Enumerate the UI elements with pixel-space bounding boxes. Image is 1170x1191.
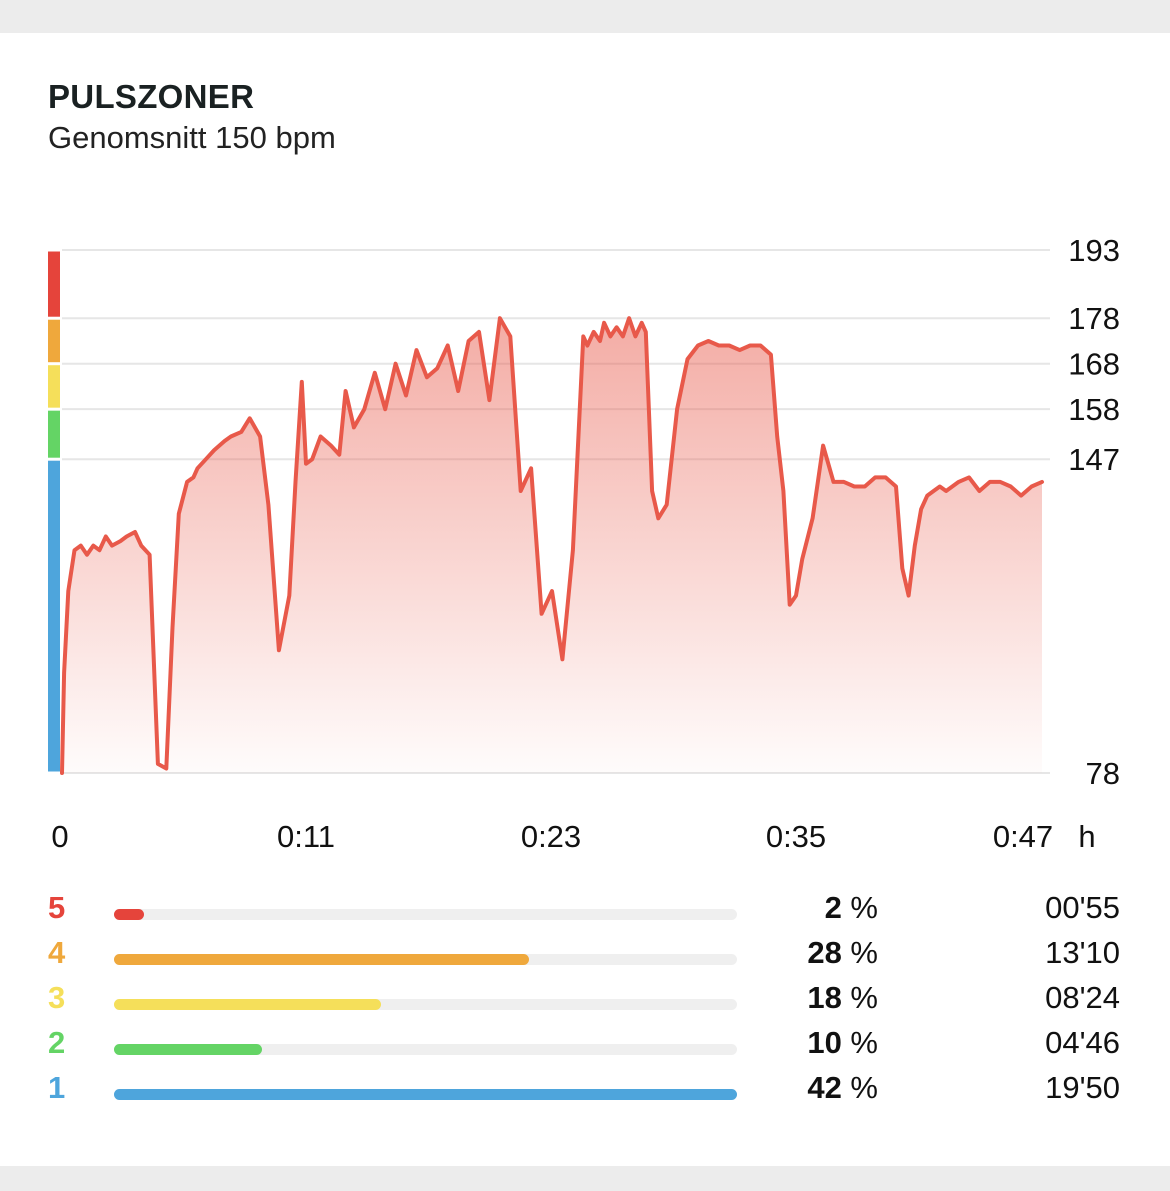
- zone-4-band: [48, 319, 60, 363]
- zone-percent: 28 %: [807, 935, 878, 970]
- top-separator: [0, 0, 1170, 33]
- zone-row-2: 2 10 % 04'46: [0, 1025, 1170, 1070]
- zone-bar-track: [114, 909, 737, 920]
- zone-duration: 04'46: [1045, 1025, 1120, 1060]
- zone-bar-track: [114, 999, 737, 1010]
- zone-2-band: [48, 410, 60, 458]
- x-tick-label: 0:23: [521, 819, 581, 854]
- zone-number: 1: [48, 1070, 66, 1105]
- area-layer: [60, 316, 1044, 775]
- y-tick-label: 193: [1068, 233, 1120, 268]
- heart-rate-area: [62, 318, 1042, 773]
- zone-5-band: [48, 251, 60, 317]
- card-title: PULSZONER: [48, 78, 255, 115]
- bottom-separator: [0, 1166, 1170, 1191]
- zone-bar-track: [114, 1044, 737, 1055]
- y-tick-labels: 193 178 168 158 147 78: [1068, 233, 1120, 791]
- y-tick-label: 168: [1068, 347, 1120, 382]
- heart-rate-line: [60, 316, 1044, 775]
- zone-number: 5: [48, 890, 66, 925]
- y-tick-label: 178: [1068, 301, 1120, 336]
- x-tick-label: 0:47: [993, 819, 1053, 854]
- zone-row-1: 1 42 % 19'50: [0, 1070, 1170, 1115]
- x-tick-label: 0:11: [277, 819, 335, 854]
- zone-duration: 00'55: [1045, 890, 1120, 925]
- zone-bar-fill: [114, 1089, 737, 1100]
- zone-percent: 18 %: [807, 980, 878, 1015]
- zone-bar-track: [114, 1089, 737, 1100]
- zone-row-5: 5 2 % 00'55: [0, 890, 1170, 935]
- zone-duration: 08'24: [1045, 980, 1120, 1015]
- zone-bar-fill: [114, 1044, 263, 1055]
- y-tick-label: 78: [1086, 756, 1120, 791]
- zone-3-band: [48, 365, 60, 408]
- zone-number: 3: [48, 980, 66, 1015]
- zone-number: 2: [48, 1025, 66, 1060]
- zone-percent: 42 %: [807, 1070, 878, 1105]
- zone-bar-track: [114, 954, 737, 965]
- zone-bar-fill: [114, 954, 530, 965]
- zone-percent: 10 %: [807, 1025, 878, 1060]
- zone-row-3: 3 18 % 08'24: [0, 980, 1170, 1025]
- x-unit-label: h: [1078, 819, 1095, 854]
- y-tick-label: 147: [1068, 442, 1120, 477]
- zone-duration: 13'10: [1045, 935, 1120, 970]
- zone-duration: 19'50: [1045, 1070, 1120, 1105]
- x-tick-label: 0:35: [766, 819, 826, 854]
- y-tick-label: 158: [1068, 392, 1120, 427]
- zone-row-4: 4 28 % 13'10: [0, 935, 1170, 980]
- zone-bar-fill: [114, 999, 381, 1010]
- zone-percent: 2 %: [824, 890, 878, 925]
- x-tick-labels: 0 0:11 0:23 0:35 0:47 h: [51, 819, 1095, 854]
- zone-number: 4: [48, 935, 66, 970]
- heart-rate-chart: 193 178 168 158 147 78 0 0:11 0:23 0:35 0:47 h: [48, 233, 1120, 854]
- average-heart-rate: Genomsnitt 150 bpm: [48, 120, 336, 155]
- x-tick-label: 0: [51, 819, 68, 854]
- zone-bar-fill: [114, 909, 144, 920]
- zone-color-bar: [48, 251, 60, 772]
- zone-1-band: [48, 460, 60, 772]
